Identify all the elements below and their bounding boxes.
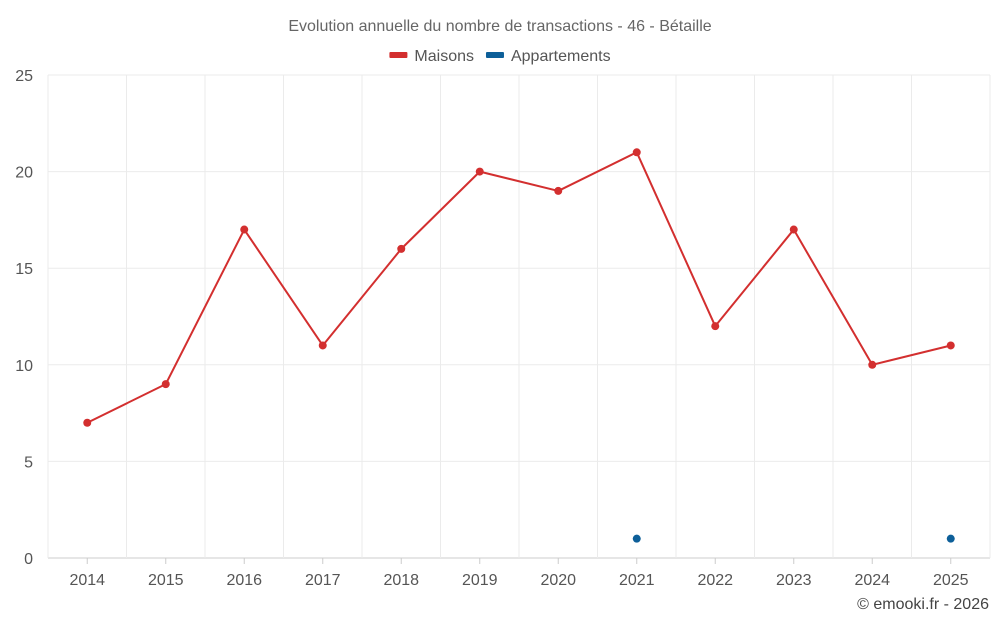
x-tick-label: 2022 [697, 572, 733, 589]
x-tick-label: 2017 [305, 572, 341, 589]
legend: Maisons Appartements [389, 48, 611, 65]
legend-item-appartements[interactable]: Appartements [485, 48, 611, 65]
legend-item-maisons[interactable]: Maisons [389, 48, 474, 65]
data-point-maisons-2020[interactable] [554, 186, 563, 195]
x-tick-label: 2018 [383, 572, 419, 589]
x-tick-label: 2014 [69, 572, 105, 589]
y-tick-label: 5 [24, 454, 33, 471]
x-tick-label: 2025 [933, 572, 969, 589]
data-point-maisons-2023[interactable] [789, 225, 798, 234]
data-point-appartements-2021[interactable] [632, 534, 641, 543]
data-point-maisons-2021[interactable] [632, 148, 641, 157]
data-point-maisons-2016[interactable] [240, 225, 249, 234]
data-point-maisons-2018[interactable] [397, 244, 406, 253]
copyright-credit: © emooki.fr - 2026 [857, 596, 989, 613]
x-tick-label: 2023 [776, 572, 812, 589]
data-point-maisons-2014[interactable] [83, 418, 92, 427]
data-point-maisons-2024[interactable] [868, 360, 877, 369]
y-tick-label: 25 [15, 68, 33, 85]
data-point-appartements-2025[interactable] [946, 534, 955, 543]
x-tick-label: 2021 [619, 572, 655, 589]
legend-label: Appartements [511, 48, 611, 65]
data-point-maisons-2019[interactable] [475, 167, 484, 176]
legend-swatch [485, 52, 504, 58]
x-tick-label: 2019 [462, 572, 498, 589]
series-layer [83, 148, 955, 543]
y-tick-label: 20 [15, 165, 33, 182]
x-tick-label: 2016 [226, 572, 262, 589]
legend-label: Maisons [414, 48, 474, 65]
y-tick-label: 0 [24, 551, 33, 568]
y-tick-label: 10 [15, 358, 33, 375]
y-tick-label: 15 [15, 261, 33, 278]
chart-title: Evolution annuelle du nombre de transact… [288, 18, 711, 35]
x-tick-label: 2020 [540, 572, 576, 589]
series-line-maisons [86, 151, 951, 424]
grid [47, 74, 991, 559]
data-point-maisons-2022[interactable] [711, 322, 720, 331]
data-point-maisons-2015[interactable] [161, 380, 170, 389]
x-tick-label: 2015 [148, 572, 184, 589]
data-point-maisons-2025[interactable] [946, 341, 955, 350]
data-point-maisons-2017[interactable] [318, 341, 327, 350]
x-tick-label: 2024 [854, 572, 890, 589]
legend-swatch [389, 52, 408, 58]
